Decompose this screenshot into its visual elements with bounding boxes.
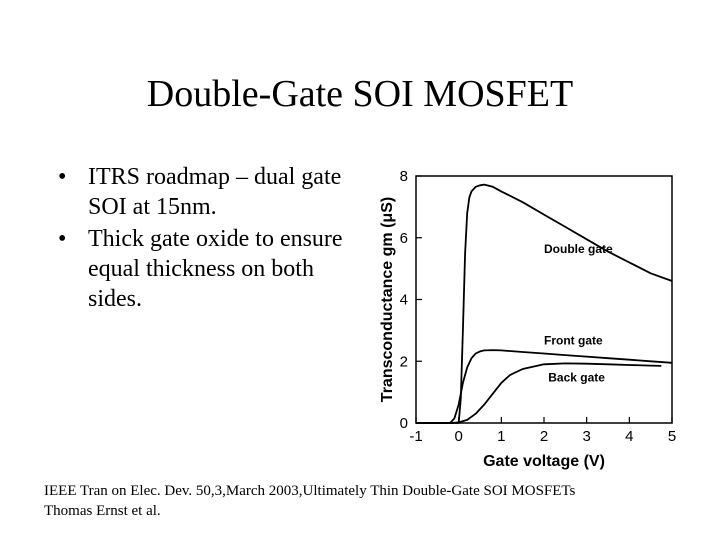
y-tick-label: 2 — [400, 353, 408, 370]
bullet-text: Thick gate oxide to ensure equal thickne… — [88, 226, 343, 312]
citation: IEEE Tran on Elec. Dev. 50,3,March 2003,… — [44, 481, 714, 521]
x-tick-label: -1 — [409, 428, 422, 445]
citation-line-2: Thomas Ernst et al. — [44, 503, 161, 519]
series-label: Front gate — [544, 333, 603, 347]
x-tick-label: 2 — [540, 428, 548, 445]
x-tick-label: 5 — [668, 428, 676, 445]
citation-line-1: IEEE Tran on Elec. Dev. 50,3,March 2003,… — [44, 483, 576, 499]
y-tick-label: 0 — [400, 415, 408, 432]
slide-title: Double-Gate SOI MOSFET — [146, 73, 574, 115]
series-line — [416, 362, 662, 424]
bullet-list: • ITRS roadmap – dual gate SOI at 15nm. … — [58, 162, 358, 316]
x-tick-label: 4 — [625, 428, 633, 445]
x-tick-label: 1 — [497, 428, 505, 445]
bullet-dot-icon: • — [58, 164, 67, 190]
plot-frame — [415, 175, 673, 424]
series-label: Double gate — [544, 242, 613, 256]
y-tick-label: 8 — [400, 168, 408, 185]
x-axis-label: Gate voltage (V) — [483, 453, 605, 470]
bullet-item: • Thick gate oxide to ensure equal thick… — [58, 224, 358, 314]
series-line — [416, 349, 673, 424]
series-label: Back gate — [548, 370, 605, 384]
x-tick-label: 3 — [582, 428, 590, 445]
plot-border — [415, 175, 673, 424]
axis-ticks — [415, 175, 673, 424]
bullet-dot-icon: • — [58, 226, 67, 252]
y-tick-label: 4 — [400, 292, 408, 309]
y-axis-label: Transconductance gm (μS) — [379, 197, 396, 402]
bullet-item: • ITRS roadmap – dual gate SOI at 15nm. — [58, 162, 358, 222]
y-tick-label: 6 — [400, 230, 408, 247]
series-line — [416, 183, 673, 424]
x-tick-label: 0 — [454, 428, 462, 445]
bullet-text: ITRS roadmap – dual gate SOI at 15nm. — [88, 164, 342, 220]
series-lines — [416, 183, 673, 424]
